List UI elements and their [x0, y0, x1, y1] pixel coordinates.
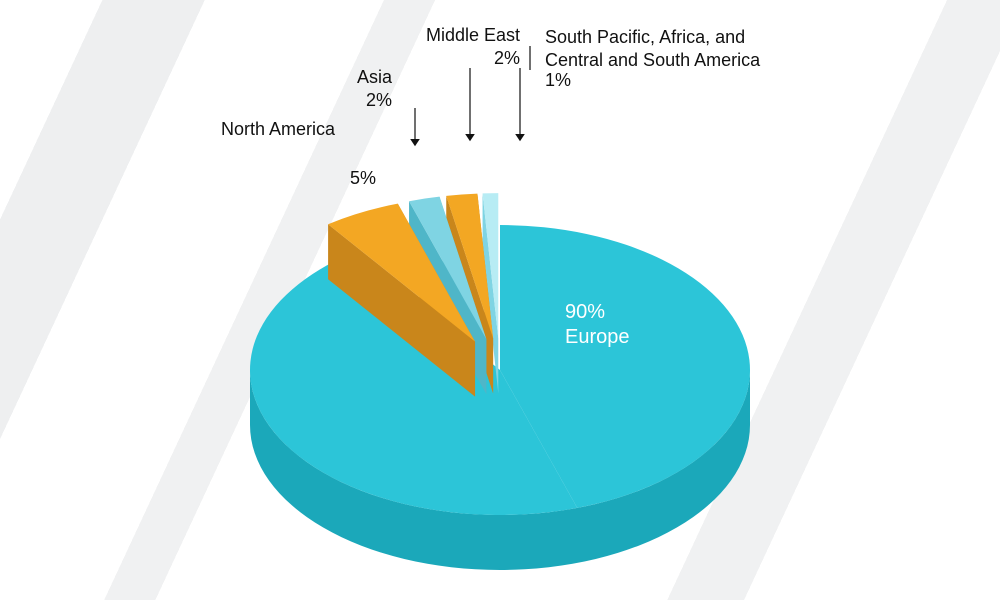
label-north-america: North America [155, 118, 335, 141]
label-spacsa: South Pacific, Africa, and Central and S… [545, 26, 825, 71]
label-pct: 90% [565, 300, 630, 325]
label-asia: Asia 2% [312, 66, 392, 111]
label-text: North America [221, 119, 335, 139]
label-text: Europe [565, 325, 630, 350]
label-text: Middle East [426, 25, 520, 45]
label-pct: 2% [312, 89, 392, 112]
label-text: South Pacific, Africa, and Central and S… [545, 27, 760, 70]
label-pct: 2% [390, 47, 520, 70]
label-europe: 90% Europe [565, 300, 630, 350]
pie-chart [0, 0, 1000, 600]
label-middle-east: Middle East 2% [390, 24, 520, 69]
label-text: Asia [357, 67, 392, 87]
pct-north-america: 5% [350, 168, 376, 189]
pct-spacsa: 1% [545, 70, 571, 91]
